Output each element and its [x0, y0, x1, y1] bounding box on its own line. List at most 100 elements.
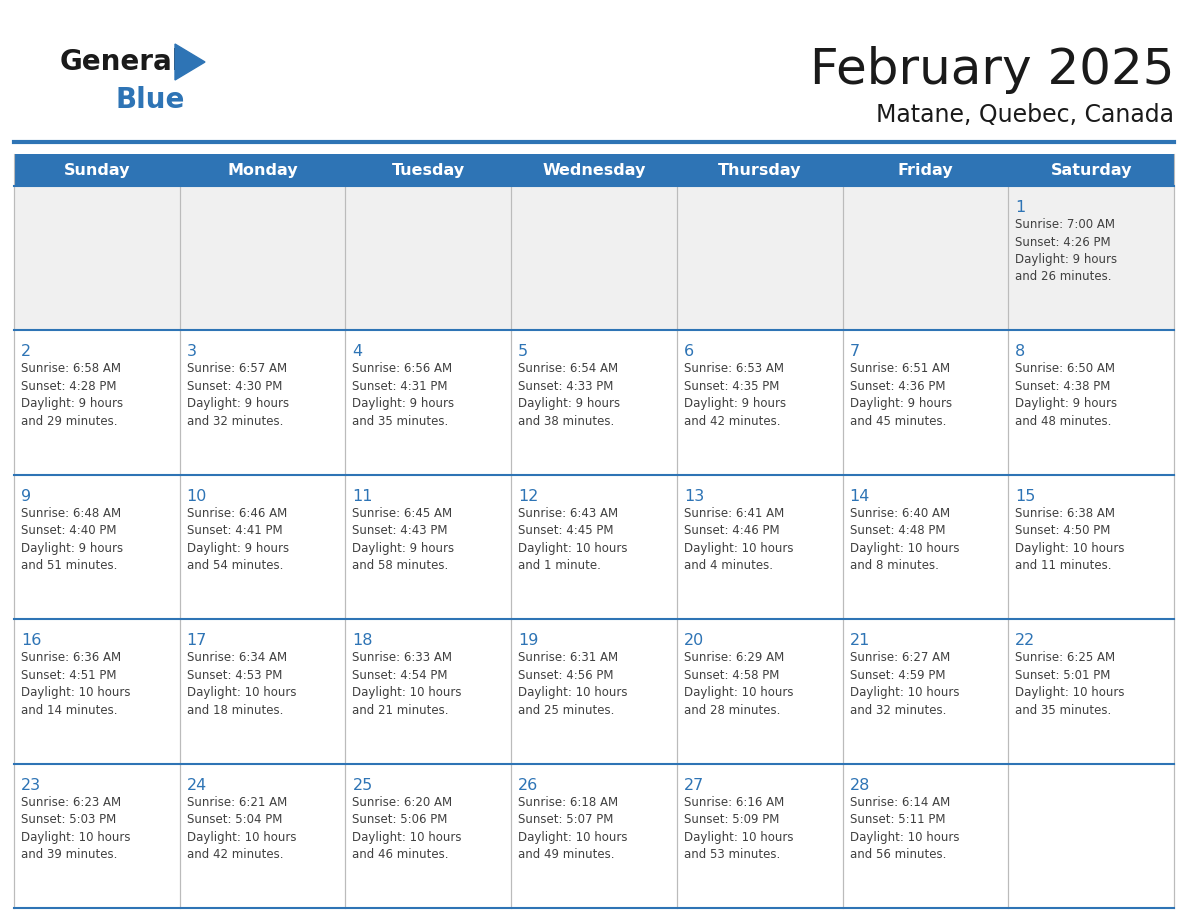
Bar	[511, 764, 677, 908]
Text: 6: 6	[684, 344, 694, 360]
Bar	[677, 330, 842, 475]
Bar	[346, 764, 511, 908]
Text: 20: 20	[684, 633, 704, 648]
Text: Sunrise: 6:33 AM
Sunset: 4:54 PM
Daylight: 10 hours
and 21 minutes.: Sunrise: 6:33 AM Sunset: 4:54 PM Dayligh…	[353, 651, 462, 717]
Text: Sunrise: 6:20 AM
Sunset: 5:06 PM
Daylight: 10 hours
and 46 minutes.: Sunrise: 6:20 AM Sunset: 5:06 PM Dayligh…	[353, 796, 462, 861]
Text: 8: 8	[1016, 344, 1025, 360]
Text: 21: 21	[849, 633, 870, 648]
Text: Wednesday: Wednesday	[542, 162, 646, 177]
Bar	[179, 475, 346, 620]
Text: 10: 10	[187, 488, 207, 504]
Text: 3: 3	[187, 344, 197, 360]
Text: Sunrise: 6:51 AM
Sunset: 4:36 PM
Daylight: 9 hours
and 45 minutes.: Sunrise: 6:51 AM Sunset: 4:36 PM Dayligh…	[849, 363, 952, 428]
Text: 19: 19	[518, 633, 538, 648]
Text: Sunrise: 6:36 AM
Sunset: 4:51 PM
Daylight: 10 hours
and 14 minutes.: Sunrise: 6:36 AM Sunset: 4:51 PM Dayligh…	[21, 651, 131, 717]
Bar	[842, 764, 1009, 908]
Text: Sunrise: 6:50 AM
Sunset: 4:38 PM
Daylight: 9 hours
and 48 minutes.: Sunrise: 6:50 AM Sunset: 4:38 PM Dayligh…	[1016, 363, 1118, 428]
Text: 4: 4	[353, 344, 362, 360]
Bar	[1009, 620, 1174, 764]
Text: General: General	[61, 48, 183, 76]
Bar	[346, 620, 511, 764]
Text: 26: 26	[518, 778, 538, 792]
Text: February 2025: February 2025	[809, 46, 1174, 94]
Text: Sunrise: 7:00 AM
Sunset: 4:26 PM
Daylight: 9 hours
and 26 minutes.: Sunrise: 7:00 AM Sunset: 4:26 PM Dayligh…	[1016, 218, 1118, 284]
Bar	[346, 330, 511, 475]
Text: Sunday: Sunday	[64, 162, 131, 177]
Text: 22: 22	[1016, 633, 1036, 648]
Text: 2: 2	[21, 344, 31, 360]
Text: Sunrise: 6:41 AM
Sunset: 4:46 PM
Daylight: 10 hours
and 4 minutes.: Sunrise: 6:41 AM Sunset: 4:46 PM Dayligh…	[684, 507, 794, 572]
Bar	[14, 154, 1174, 186]
Bar	[511, 475, 677, 620]
Text: Sunrise: 6:57 AM
Sunset: 4:30 PM
Daylight: 9 hours
and 32 minutes.: Sunrise: 6:57 AM Sunset: 4:30 PM Dayligh…	[187, 363, 289, 428]
Text: Sunrise: 6:43 AM
Sunset: 4:45 PM
Daylight: 10 hours
and 1 minute.: Sunrise: 6:43 AM Sunset: 4:45 PM Dayligh…	[518, 507, 627, 572]
Text: Friday: Friday	[898, 162, 953, 177]
Text: 11: 11	[353, 488, 373, 504]
Bar	[842, 330, 1009, 475]
Text: Sunrise: 6:45 AM
Sunset: 4:43 PM
Daylight: 9 hours
and 58 minutes.: Sunrise: 6:45 AM Sunset: 4:43 PM Dayligh…	[353, 507, 455, 572]
Bar	[677, 620, 842, 764]
Text: Sunrise: 6:21 AM
Sunset: 5:04 PM
Daylight: 10 hours
and 42 minutes.: Sunrise: 6:21 AM Sunset: 5:04 PM Dayligh…	[187, 796, 296, 861]
Bar	[842, 620, 1009, 764]
Text: Monday: Monday	[227, 162, 298, 177]
Bar	[346, 186, 511, 330]
Bar	[842, 186, 1009, 330]
Bar	[677, 475, 842, 620]
Text: Sunrise: 6:25 AM
Sunset: 5:01 PM
Daylight: 10 hours
and 35 minutes.: Sunrise: 6:25 AM Sunset: 5:01 PM Dayligh…	[1016, 651, 1125, 717]
Bar	[14, 330, 179, 475]
Text: 5: 5	[518, 344, 529, 360]
Bar	[179, 330, 346, 475]
Text: Sunrise: 6:46 AM
Sunset: 4:41 PM
Daylight: 9 hours
and 54 minutes.: Sunrise: 6:46 AM Sunset: 4:41 PM Dayligh…	[187, 507, 289, 572]
Text: Thursday: Thursday	[718, 162, 802, 177]
Text: Sunrise: 6:40 AM
Sunset: 4:48 PM
Daylight: 10 hours
and 8 minutes.: Sunrise: 6:40 AM Sunset: 4:48 PM Dayligh…	[849, 507, 959, 572]
Text: Sunrise: 6:23 AM
Sunset: 5:03 PM
Daylight: 10 hours
and 39 minutes.: Sunrise: 6:23 AM Sunset: 5:03 PM Dayligh…	[21, 796, 131, 861]
Text: Sunrise: 6:16 AM
Sunset: 5:09 PM
Daylight: 10 hours
and 53 minutes.: Sunrise: 6:16 AM Sunset: 5:09 PM Dayligh…	[684, 796, 794, 861]
Bar	[1009, 330, 1174, 475]
Bar	[1009, 186, 1174, 330]
Text: Matane, Quebec, Canada: Matane, Quebec, Canada	[876, 103, 1174, 127]
Bar	[14, 764, 179, 908]
Bar	[1009, 475, 1174, 620]
Text: 15: 15	[1016, 488, 1036, 504]
Text: 23: 23	[21, 778, 42, 792]
Text: 13: 13	[684, 488, 704, 504]
Text: Sunrise: 6:54 AM
Sunset: 4:33 PM
Daylight: 9 hours
and 38 minutes.: Sunrise: 6:54 AM Sunset: 4:33 PM Dayligh…	[518, 363, 620, 428]
Text: Sunrise: 6:53 AM
Sunset: 4:35 PM
Daylight: 9 hours
and 42 minutes.: Sunrise: 6:53 AM Sunset: 4:35 PM Dayligh…	[684, 363, 786, 428]
Text: Sunrise: 6:58 AM
Sunset: 4:28 PM
Daylight: 9 hours
and 29 minutes.: Sunrise: 6:58 AM Sunset: 4:28 PM Dayligh…	[21, 363, 124, 428]
Bar	[511, 186, 677, 330]
Bar	[179, 186, 346, 330]
Text: Sunrise: 6:31 AM
Sunset: 4:56 PM
Daylight: 10 hours
and 25 minutes.: Sunrise: 6:31 AM Sunset: 4:56 PM Dayligh…	[518, 651, 627, 717]
Bar	[677, 764, 842, 908]
Polygon shape	[175, 44, 206, 80]
Bar	[179, 620, 346, 764]
Text: 9: 9	[21, 488, 31, 504]
Text: Sunrise: 6:14 AM
Sunset: 5:11 PM
Daylight: 10 hours
and 56 minutes.: Sunrise: 6:14 AM Sunset: 5:11 PM Dayligh…	[849, 796, 959, 861]
Text: 16: 16	[21, 633, 42, 648]
Text: 1: 1	[1016, 200, 1025, 215]
Text: 27: 27	[684, 778, 704, 792]
Text: Sunrise: 6:56 AM
Sunset: 4:31 PM
Daylight: 9 hours
and 35 minutes.: Sunrise: 6:56 AM Sunset: 4:31 PM Dayligh…	[353, 363, 455, 428]
Text: 24: 24	[187, 778, 207, 792]
Text: Sunrise: 6:27 AM
Sunset: 4:59 PM
Daylight: 10 hours
and 32 minutes.: Sunrise: 6:27 AM Sunset: 4:59 PM Dayligh…	[849, 651, 959, 717]
Text: Blue: Blue	[115, 86, 184, 114]
Bar	[677, 186, 842, 330]
Text: Tuesday: Tuesday	[392, 162, 465, 177]
Text: Sunrise: 6:48 AM
Sunset: 4:40 PM
Daylight: 9 hours
and 51 minutes.: Sunrise: 6:48 AM Sunset: 4:40 PM Dayligh…	[21, 507, 124, 572]
Text: 28: 28	[849, 778, 870, 792]
Text: 25: 25	[353, 778, 373, 792]
Bar	[179, 764, 346, 908]
Bar	[14, 186, 179, 330]
Text: Saturday: Saturday	[1050, 162, 1132, 177]
Bar	[1009, 764, 1174, 908]
Text: Sunrise: 6:29 AM
Sunset: 4:58 PM
Daylight: 10 hours
and 28 minutes.: Sunrise: 6:29 AM Sunset: 4:58 PM Dayligh…	[684, 651, 794, 717]
Bar	[511, 620, 677, 764]
Text: 14: 14	[849, 488, 870, 504]
Text: 12: 12	[518, 488, 538, 504]
Text: 17: 17	[187, 633, 207, 648]
Bar	[842, 475, 1009, 620]
Text: 7: 7	[849, 344, 860, 360]
Bar	[14, 475, 179, 620]
Text: Sunrise: 6:38 AM
Sunset: 4:50 PM
Daylight: 10 hours
and 11 minutes.: Sunrise: 6:38 AM Sunset: 4:50 PM Dayligh…	[1016, 507, 1125, 572]
Text: Sunrise: 6:18 AM
Sunset: 5:07 PM
Daylight: 10 hours
and 49 minutes.: Sunrise: 6:18 AM Sunset: 5:07 PM Dayligh…	[518, 796, 627, 861]
Text: Sunrise: 6:34 AM
Sunset: 4:53 PM
Daylight: 10 hours
and 18 minutes.: Sunrise: 6:34 AM Sunset: 4:53 PM Dayligh…	[187, 651, 296, 717]
